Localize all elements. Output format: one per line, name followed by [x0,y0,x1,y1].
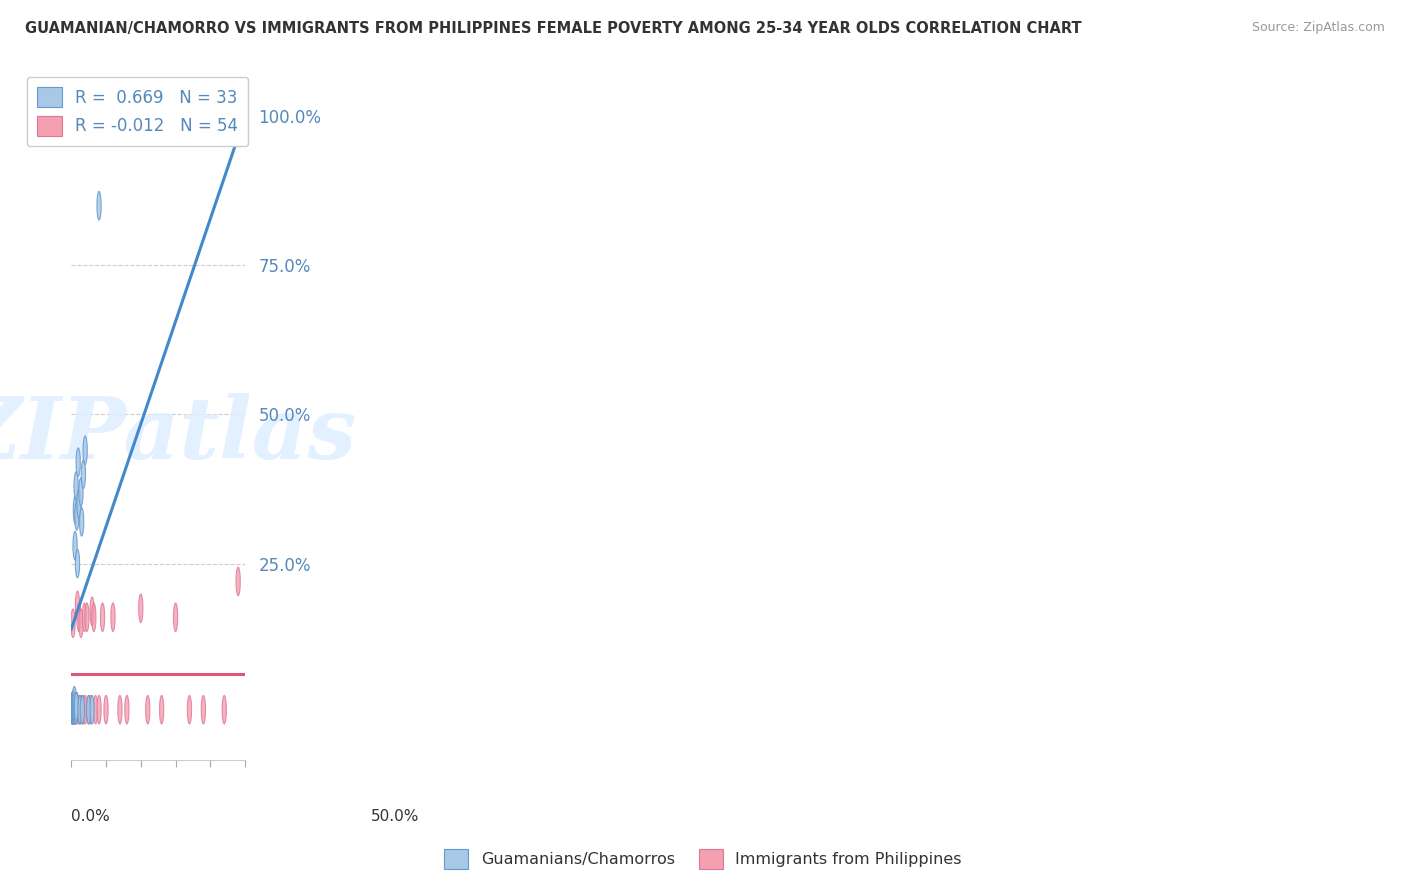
Ellipse shape [73,696,77,724]
Ellipse shape [82,460,86,488]
Ellipse shape [146,696,150,724]
Ellipse shape [79,478,83,507]
Ellipse shape [75,501,79,530]
Ellipse shape [77,603,82,632]
Ellipse shape [91,603,96,632]
Ellipse shape [72,694,76,723]
Ellipse shape [222,696,226,724]
Ellipse shape [73,692,77,721]
Ellipse shape [76,549,80,578]
Ellipse shape [75,472,79,500]
Legend: Guamanians/Chamorros, Immigrants from Philippines: Guamanians/Chamorros, Immigrants from Ph… [437,843,969,875]
Ellipse shape [173,603,177,632]
Text: 50.0%: 50.0% [371,809,419,824]
Ellipse shape [76,696,80,724]
Ellipse shape [70,696,75,724]
Ellipse shape [70,696,75,724]
Text: 0.0%: 0.0% [72,809,110,824]
Ellipse shape [77,696,82,724]
Ellipse shape [70,692,75,721]
Legend: R =  0.669   N = 33, R = -0.012   N = 54: R = 0.669 N = 33, R = -0.012 N = 54 [27,77,247,146]
Ellipse shape [70,692,75,721]
Ellipse shape [201,696,205,724]
Ellipse shape [75,692,79,721]
Ellipse shape [73,696,77,724]
Ellipse shape [100,603,104,632]
Ellipse shape [72,692,76,721]
Ellipse shape [111,603,115,632]
Ellipse shape [72,696,76,724]
Ellipse shape [236,102,240,130]
Ellipse shape [72,696,76,724]
Ellipse shape [125,696,129,724]
Ellipse shape [93,696,97,724]
Ellipse shape [236,567,240,596]
Ellipse shape [72,696,76,724]
Ellipse shape [82,696,86,724]
Ellipse shape [72,696,76,724]
Ellipse shape [73,696,77,724]
Ellipse shape [87,696,91,724]
Ellipse shape [73,696,77,724]
Ellipse shape [72,687,76,715]
Ellipse shape [104,696,108,724]
Ellipse shape [70,696,75,724]
Ellipse shape [159,696,163,724]
Ellipse shape [75,696,79,724]
Ellipse shape [72,692,76,721]
Ellipse shape [139,594,143,623]
Ellipse shape [70,696,75,724]
Ellipse shape [70,696,75,724]
Ellipse shape [70,696,75,724]
Text: Source: ZipAtlas.com: Source: ZipAtlas.com [1251,21,1385,34]
Ellipse shape [187,696,191,724]
Ellipse shape [75,692,79,721]
Ellipse shape [70,692,75,721]
Ellipse shape [83,603,87,632]
Ellipse shape [83,696,87,724]
Ellipse shape [72,692,76,721]
Ellipse shape [89,696,93,724]
Ellipse shape [97,696,101,724]
Ellipse shape [90,597,94,625]
Ellipse shape [70,692,75,721]
Ellipse shape [73,496,77,524]
Ellipse shape [72,690,76,718]
Ellipse shape [70,609,75,638]
Ellipse shape [72,696,76,724]
Ellipse shape [87,696,91,724]
Ellipse shape [76,591,80,620]
Ellipse shape [72,696,76,724]
Ellipse shape [73,696,77,724]
Ellipse shape [79,609,83,638]
Ellipse shape [118,696,122,724]
Ellipse shape [72,694,76,723]
Ellipse shape [70,692,75,721]
Ellipse shape [70,696,75,724]
Ellipse shape [90,696,94,724]
Ellipse shape [73,532,77,560]
Ellipse shape [73,692,77,721]
Ellipse shape [84,603,89,632]
Ellipse shape [77,490,82,518]
Ellipse shape [97,192,101,220]
Ellipse shape [80,696,84,724]
Ellipse shape [80,508,84,536]
Ellipse shape [76,448,80,476]
Ellipse shape [83,436,87,465]
Text: ZIPatlas: ZIPatlas [0,393,357,477]
Ellipse shape [77,696,82,724]
Ellipse shape [73,692,77,721]
Ellipse shape [80,696,84,724]
Y-axis label: Female Poverty Among 25-34 Year Olds: Female Poverty Among 25-34 Year Olds [0,256,7,573]
Text: GUAMANIAN/CHAMORRO VS IMMIGRANTS FROM PHILIPPINES FEMALE POVERTY AMONG 25-34 YEA: GUAMANIAN/CHAMORRO VS IMMIGRANTS FROM PH… [25,21,1083,36]
Ellipse shape [72,692,76,721]
Ellipse shape [73,696,77,724]
Ellipse shape [75,692,79,721]
Ellipse shape [70,694,75,723]
